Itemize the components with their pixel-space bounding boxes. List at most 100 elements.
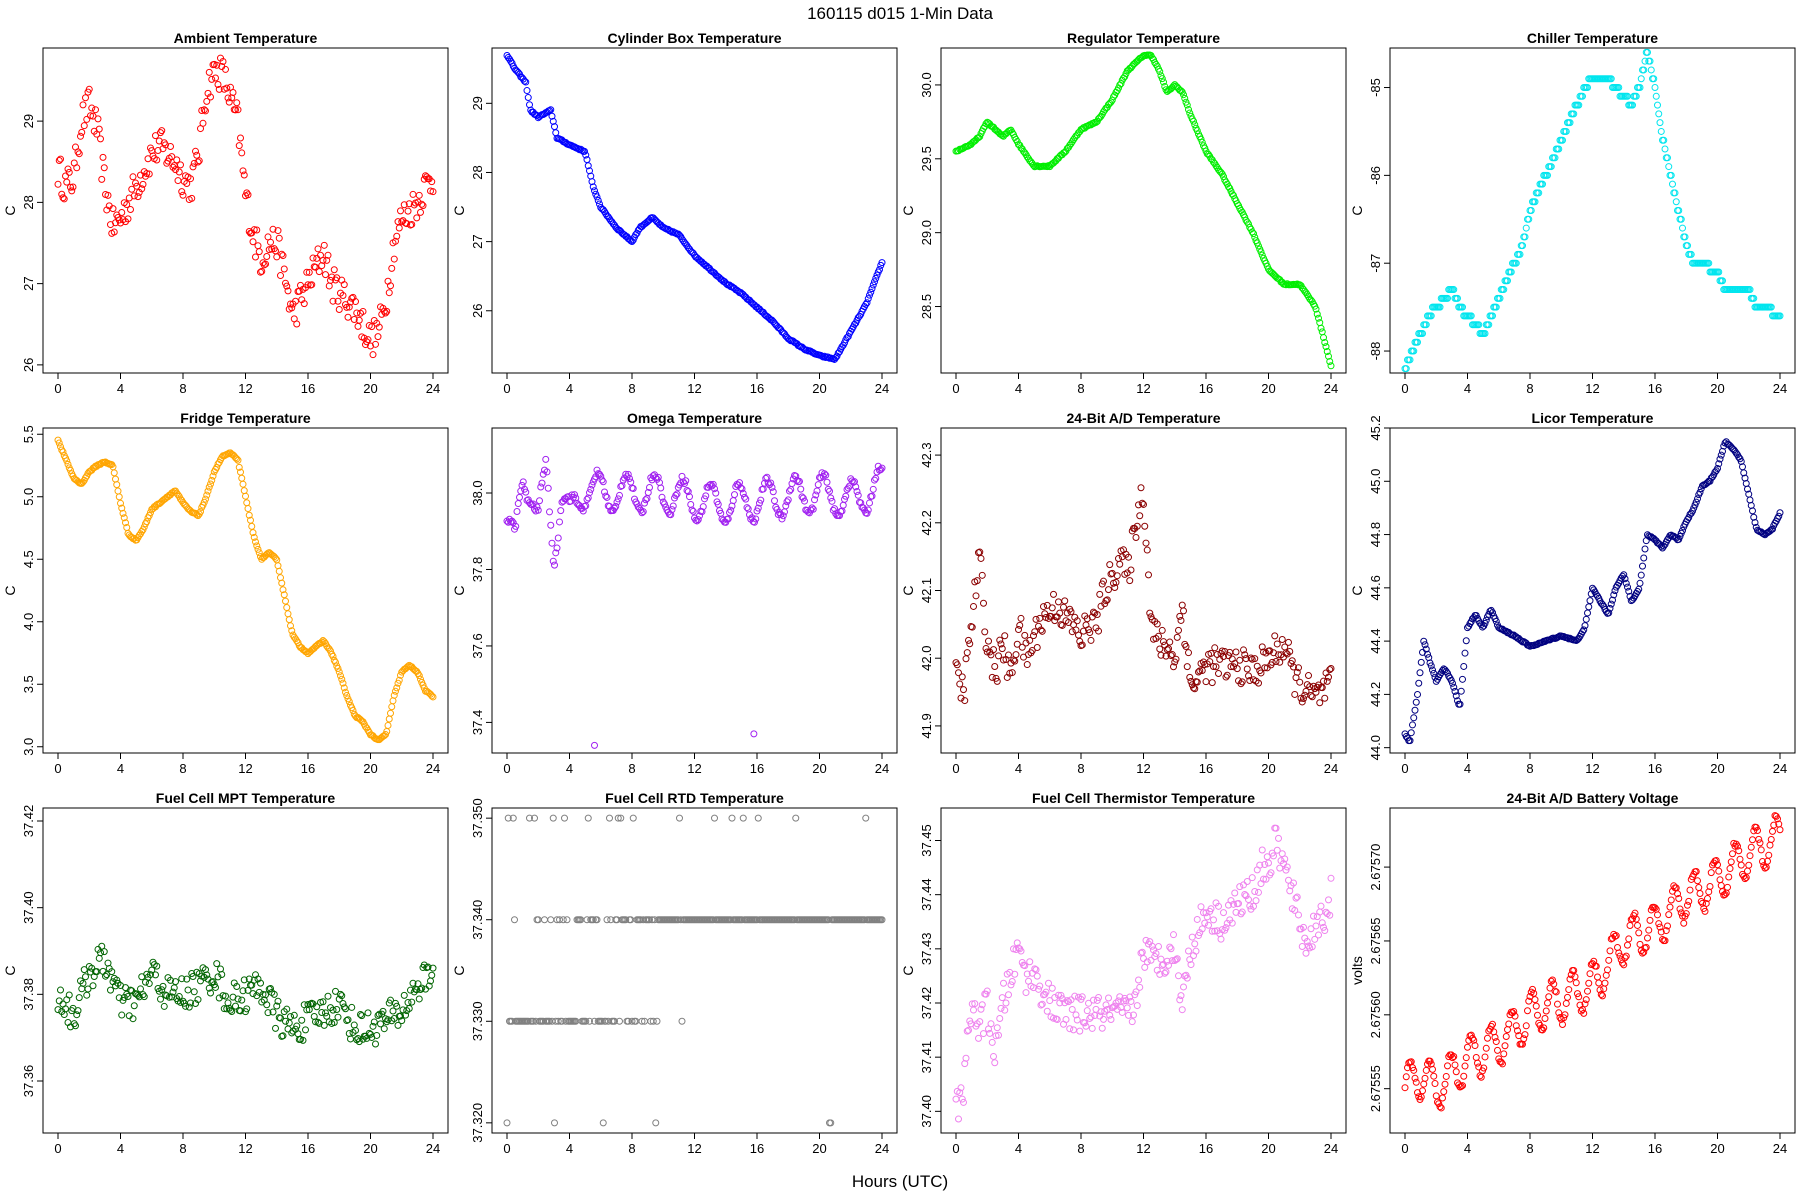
y-tick-label: 37.340 (470, 900, 485, 940)
data-point (1321, 694, 1329, 702)
data-point (332, 658, 339, 666)
data-point (92, 106, 99, 114)
data-point (1066, 1025, 1074, 1033)
data-point (1140, 955, 1147, 963)
data-point (83, 115, 91, 123)
data-point (1182, 643, 1190, 650)
data-point (1220, 909, 1227, 917)
data-point (972, 592, 980, 600)
data-point (591, 741, 598, 749)
data-point (548, 539, 556, 547)
data-point (1021, 631, 1029, 639)
data-point (268, 245, 276, 253)
data-point (1236, 656, 1244, 664)
data-points (503, 52, 886, 363)
data-point (872, 474, 880, 482)
data-point (1725, 873, 1733, 881)
x-tick-label: 12 (687, 1141, 701, 1156)
data-point (603, 493, 611, 501)
y-tick-label: 29.0 (919, 220, 934, 245)
data-point (689, 507, 697, 515)
data-point (547, 106, 555, 114)
y-tick-label: 41.9 (919, 713, 934, 738)
data-point (1726, 865, 1734, 873)
data-point (826, 487, 833, 495)
data-point (1031, 628, 1039, 636)
plot-frame (1389, 47, 1796, 374)
data-point (546, 107, 553, 115)
data-point (588, 178, 596, 186)
data-point (1665, 911, 1673, 919)
data-point (1185, 947, 1192, 955)
data-point (364, 336, 372, 344)
data-point (998, 994, 1006, 1002)
data-point (128, 185, 136, 193)
data-point (403, 220, 411, 228)
y-axis: 26 27 28 29 (470, 96, 492, 318)
data-point (367, 342, 374, 350)
data-point (1191, 940, 1199, 948)
data-point (269, 225, 277, 233)
x-tick-label: 12 (238, 761, 252, 776)
data-point (956, 680, 964, 688)
data-point (581, 147, 588, 155)
data-point (139, 180, 147, 188)
data-point (55, 157, 63, 165)
data-point (293, 320, 301, 328)
data-point (243, 189, 251, 197)
data-point (229, 89, 237, 97)
plot-frame (42, 807, 449, 1134)
x-tick-label: 20 (1710, 1141, 1724, 1156)
data-point (551, 561, 558, 569)
data-point (400, 991, 408, 999)
data-point (283, 282, 291, 290)
panel-title: Omega Temperature (627, 410, 762, 426)
data-point (582, 151, 590, 159)
data-point (1661, 145, 1669, 153)
y-axis-label: C (2, 585, 18, 595)
data-point (1549, 976, 1556, 984)
y-tick-label: 30.0 (919, 72, 934, 97)
data-point (1070, 1026, 1077, 1034)
x-tick-label: 16 (301, 381, 315, 396)
data-point (1491, 1033, 1499, 1041)
data-point (1534, 1011, 1541, 1019)
data-point (1040, 603, 1047, 611)
data-point (137, 985, 144, 993)
data-point (771, 497, 778, 505)
data-point (584, 162, 592, 170)
data-point (409, 190, 417, 198)
data-point (1601, 979, 1609, 987)
data-point (868, 285, 876, 293)
data-point (1554, 1000, 1561, 1008)
data-point (309, 254, 317, 262)
data-point (1291, 690, 1299, 698)
data-point (1022, 989, 1030, 997)
data-point (329, 297, 337, 305)
data-point (1562, 999, 1570, 1007)
data-point (1298, 943, 1306, 951)
plot-frame (940, 427, 1347, 754)
data-point (350, 316, 358, 324)
data-points (54, 436, 437, 744)
data-point (239, 480, 247, 488)
y-tick-label: 38.0 (470, 480, 485, 505)
data-point (214, 81, 222, 89)
data-point (114, 487, 122, 495)
x-tick-label: 8 (179, 381, 186, 396)
plot-frame (491, 47, 898, 374)
data-point (1215, 670, 1222, 678)
data-point (354, 322, 362, 330)
data-point (287, 1013, 294, 1021)
data-point (339, 292, 347, 300)
data-point (1158, 626, 1166, 634)
data-point (83, 991, 91, 999)
x-tick-label: 24 (1773, 381, 1787, 396)
data-point (1462, 637, 1470, 645)
panel-0: Ambient Temperature C 0 4 8 12 16 20 24 26 27 28 29 (2, 30, 449, 396)
data-point (1030, 632, 1037, 640)
data-point (1175, 972, 1182, 980)
data-point (1766, 841, 1774, 849)
